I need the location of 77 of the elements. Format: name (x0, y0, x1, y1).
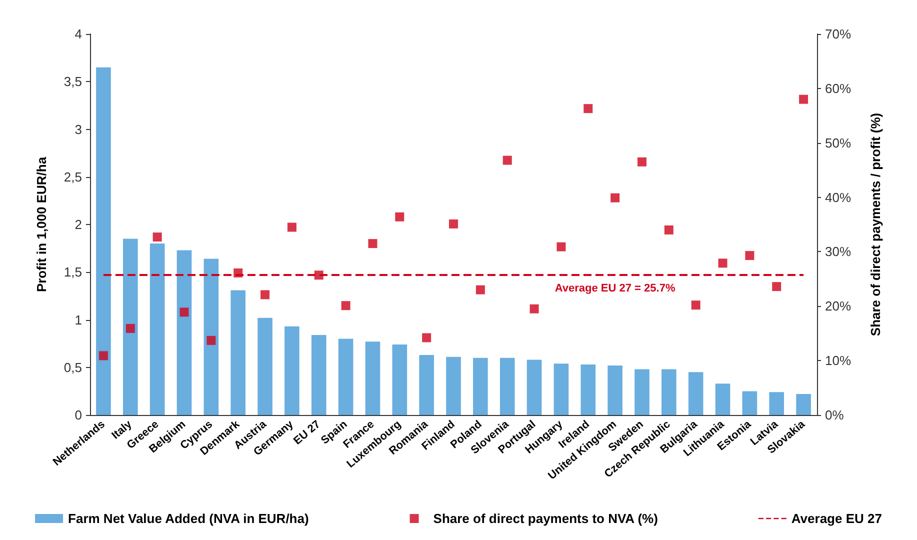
y-tick-label: 4 (74, 26, 82, 42)
y2-tick-label: 30% (825, 244, 852, 260)
legend-label: Farm Net Value Added (NVA in EUR/ha) (68, 511, 309, 526)
point (530, 304, 539, 314)
annotation: Average EU 27 = 25.7% (554, 282, 676, 295)
bar (769, 392, 784, 415)
bar (662, 369, 676, 415)
bar (796, 394, 811, 415)
y-tick-label: 1 (74, 312, 82, 328)
point (637, 157, 646, 166)
bar (258, 318, 272, 415)
point (610, 193, 620, 202)
y-tick-label: 0,5 (64, 360, 82, 375)
y2-tick-label: 10% (825, 353, 852, 368)
y2-axis-title: Share of direct payments / profit (%) (868, 112, 883, 336)
bar (446, 356, 461, 415)
bar (96, 67, 111, 415)
bar (526, 360, 542, 415)
bar (688, 372, 704, 415)
point (287, 222, 296, 232)
point (395, 212, 404, 222)
bar (365, 342, 380, 415)
point (772, 282, 782, 292)
bar (150, 244, 165, 415)
bar (500, 358, 515, 415)
bar (392, 344, 408, 415)
bar (608, 365, 622, 415)
point (745, 251, 754, 260)
y2-tick-label: 60% (825, 80, 852, 96)
point (260, 290, 270, 300)
bar (715, 384, 730, 415)
point (691, 300, 700, 310)
bar (554, 364, 569, 415)
bar (284, 326, 300, 415)
y2-tick-label: 70% (825, 26, 852, 42)
point (718, 258, 728, 268)
y-tick-label: 0 (74, 408, 82, 422)
y-tick-label: 3 (74, 122, 82, 137)
point (476, 285, 485, 294)
point (584, 104, 593, 114)
point (664, 225, 674, 234)
bar (580, 364, 596, 415)
y-tick-label: 3,5 (64, 74, 82, 90)
bar (122, 238, 138, 415)
point (341, 301, 350, 310)
y2-tick-label: 0% (825, 408, 844, 422)
legend-label: Average EU 27 (791, 511, 882, 526)
legend-label: Share of direct payments to NVA (%) (433, 511, 658, 526)
bar (742, 391, 758, 415)
y-tick-label: 1,5 (64, 264, 82, 280)
y2-tick-label: 40% (825, 190, 852, 205)
point (152, 232, 162, 242)
point (206, 336, 216, 345)
y-axis-title: Profit in 1,000 EUR/ha (34, 156, 49, 292)
bar (338, 338, 354, 415)
y2-tick-label: 20% (825, 298, 852, 314)
y-tick-label: 2 (74, 217, 82, 232)
point (314, 270, 324, 280)
y-tick-label: 2,5 (64, 169, 82, 184)
point (368, 239, 378, 248)
bar (634, 369, 650, 415)
point (556, 242, 566, 252)
bar (419, 354, 434, 415)
bar (311, 334, 326, 415)
point (799, 94, 808, 104)
point (126, 324, 135, 333)
point (234, 268, 243, 278)
point (422, 333, 432, 342)
point (98, 351, 108, 360)
bar (230, 290, 246, 415)
y2-tick-label: 50% (825, 135, 852, 150)
bar (473, 358, 488, 415)
point (502, 156, 512, 165)
point (449, 219, 458, 228)
bar (204, 258, 219, 415)
point (180, 308, 189, 317)
bar (176, 250, 192, 415)
